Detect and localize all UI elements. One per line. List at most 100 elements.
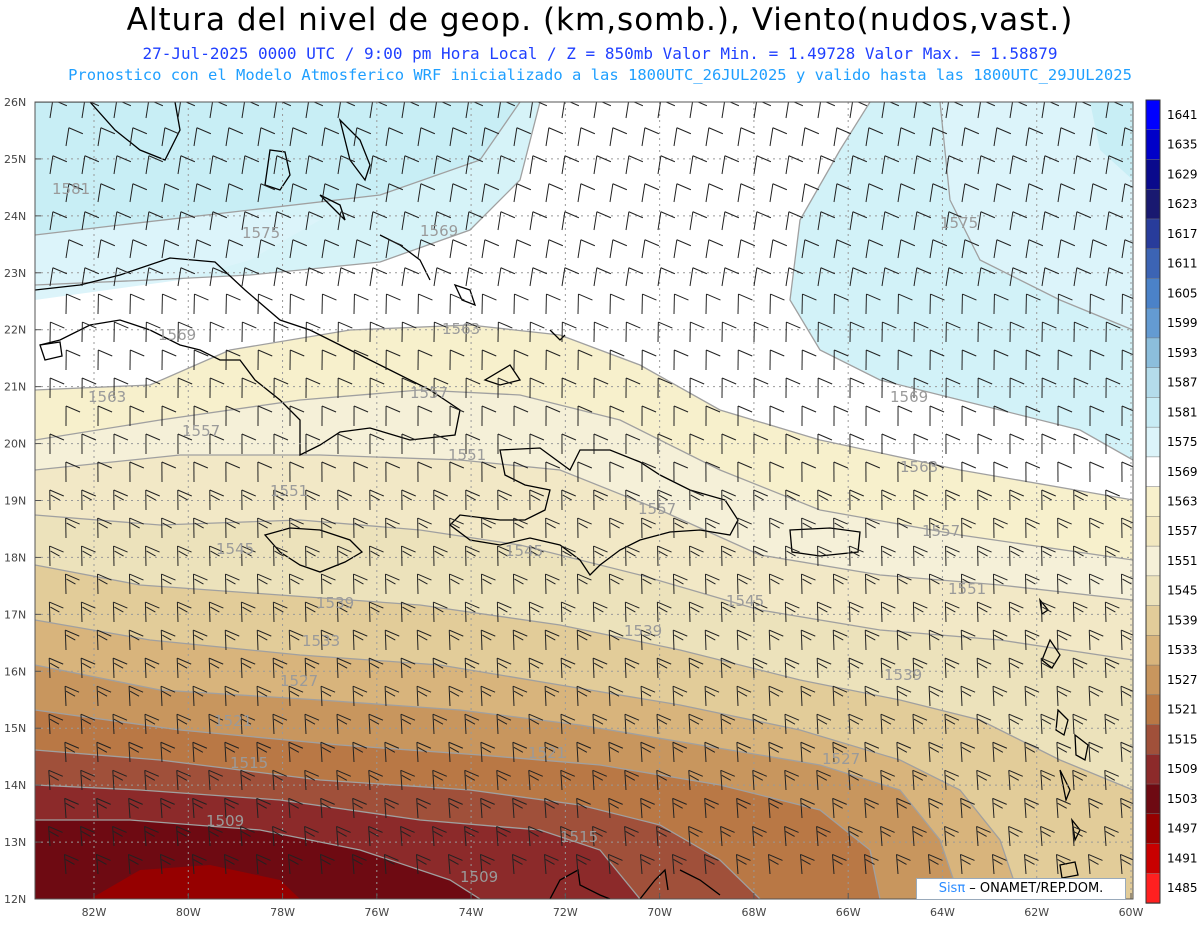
wind-barb-flag: [913, 662, 924, 669]
wind-barb-flag: [772, 239, 788, 247]
wind-barb-flag: [560, 713, 576, 721]
wind-barb-shaft: [48, 714, 51, 735]
wind-barb-flag: [258, 349, 273, 357]
wind-barb-flag: [353, 461, 369, 469]
wind-barb-shaft: [640, 630, 643, 651]
wind-barb-flag: [161, 573, 176, 581]
wind-barb-flag: [945, 601, 960, 609]
wind-barb-flag: [160, 685, 176, 693]
wind-barb-shaft: [513, 127, 518, 147]
wind-barb-flag: [129, 746, 140, 753]
wind-barb-flag: [801, 517, 816, 525]
wind-barb-shaft: [145, 267, 150, 287]
wind-barb-shaft: [785, 211, 790, 231]
wind-barb-flag: [609, 746, 620, 753]
wind-barb-flag: [225, 690, 236, 697]
wind-barb-flag: [1009, 774, 1020, 781]
wind-barb-flag: [97, 746, 108, 753]
wind-barb-flag: [641, 517, 656, 525]
wind-barb-flag: [480, 797, 495, 805]
wind-barb-shaft: [704, 686, 707, 707]
wind-barb-shaft: [928, 742, 931, 763]
wind-barb-flag: [946, 550, 956, 557]
wind-barb-flag: [913, 489, 928, 497]
wind-barb-flag: [177, 718, 188, 725]
wind-barb-flag: [1026, 522, 1036, 529]
wind-barb-shaft: [512, 574, 515, 595]
wind-barb-shaft: [544, 574, 547, 595]
wind-barb-shaft: [768, 630, 771, 651]
wind-barb-flag: [562, 321, 577, 329]
wind-barb-flag: [130, 634, 140, 641]
wind-barb-flag: [82, 606, 92, 613]
wind-barb-flag: [561, 601, 576, 609]
wind-barb-shaft: [928, 574, 931, 595]
wind-barb-shaft: [896, 742, 899, 763]
wind-barb-flag: [369, 830, 379, 837]
wind-barb-shaft: [817, 267, 822, 287]
wind-barb-flag: [388, 127, 404, 135]
wind-barb-flag: [897, 517, 912, 525]
wind-barb-flag: [561, 489, 576, 497]
wind-barb-flag: [564, 267, 580, 275]
wind-barb-shaft: [209, 155, 214, 175]
wind-barb-flag: [466, 550, 476, 557]
wind-barb-shaft: [849, 211, 854, 231]
wind-barb-flag: [593, 433, 609, 441]
wind-barb-flag: [609, 859, 619, 865]
wind-barb-flag: [596, 155, 612, 163]
wind-barb-shaft: [705, 127, 710, 147]
wind-barb-shaft: [896, 574, 899, 595]
wind-barb-flag: [836, 239, 852, 247]
wind-barb-flag: [1040, 769, 1055, 777]
wind-barb-flag: [368, 769, 383, 777]
wind-barb-flag: [1057, 405, 1073, 413]
wind-barb-flag: [210, 606, 220, 613]
wind-barb-shaft: [1104, 826, 1107, 847]
wind-barb-shaft: [545, 239, 550, 259]
wind-barb-shaft: [736, 686, 739, 707]
colorbar-label: 1629: [1167, 167, 1198, 181]
contour-label: 1539: [884, 666, 922, 684]
wind-barb-flag: [304, 657, 320, 665]
wind-barb-flag: [865, 859, 875, 865]
wind-barb-flag: [354, 522, 364, 529]
wind-barb-flag: [161, 746, 172, 753]
wind-barb-flag: [289, 690, 300, 697]
wind-barb-shaft: [944, 658, 947, 679]
wind-barb-flag: [353, 629, 368, 637]
wind-barb-shaft: [385, 239, 390, 259]
wind-barb-flag: [673, 517, 688, 525]
wind-barb-shaft: [864, 798, 867, 819]
wind-barb-flag: [545, 746, 556, 753]
wind-barb-flag: [161, 690, 172, 697]
wind-barb-shaft: [289, 239, 294, 259]
wind-barb-flag: [833, 517, 848, 525]
wind-barb-flag: [820, 267, 836, 275]
wind-barb-flag: [804, 239, 820, 247]
wind-barb-flag: [705, 461, 721, 469]
wind-barb-flag: [464, 713, 480, 721]
colorbar-swatch: [1145, 456, 1161, 488]
wind-barb-shaft: [304, 770, 307, 791]
wind-barb-flag: [513, 690, 524, 697]
wind-barb-flag: [548, 127, 564, 135]
colorbar-label: 1503: [1167, 792, 1198, 806]
wind-barb-flag: [226, 349, 241, 357]
wind-barb-flag: [628, 155, 644, 163]
wind-barb-flag: [626, 494, 637, 501]
wind-barb-flag: [81, 830, 91, 837]
wind-barb-shaft: [368, 602, 371, 623]
wind-barb-flag: [97, 629, 112, 637]
colorbar-label: 1599: [1167, 316, 1198, 330]
wind-barb-shaft: [608, 686, 611, 707]
wind-barb-flag: [1041, 662, 1052, 669]
wind-barb-flag: [752, 713, 768, 721]
wind-barb-flag: [337, 489, 352, 497]
wind-barb-flag: [964, 239, 980, 247]
wind-barb-shaft: [1024, 574, 1027, 595]
wind-barb-shaft: [1056, 630, 1059, 651]
wind-barb-flag: [512, 797, 527, 805]
wind-barb-flag: [1060, 183, 1076, 191]
wind-barb-flag: [196, 183, 212, 191]
